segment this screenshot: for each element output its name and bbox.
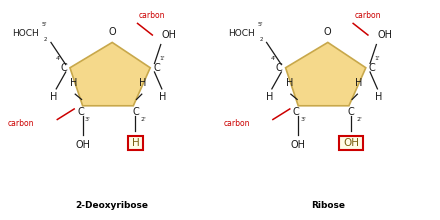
- Text: 4': 4': [271, 56, 277, 61]
- Text: O: O: [108, 27, 116, 37]
- Text: C: C: [154, 63, 160, 73]
- Text: C: C: [293, 107, 300, 117]
- Text: 1': 1': [374, 56, 380, 61]
- Text: 2': 2': [356, 117, 362, 122]
- Text: H: H: [51, 92, 58, 102]
- Text: OH: OH: [75, 139, 90, 150]
- Text: 3': 3': [85, 117, 91, 122]
- Text: Ribose: Ribose: [311, 201, 345, 209]
- Text: C: C: [275, 63, 282, 73]
- Text: 1': 1': [159, 56, 165, 61]
- Text: H: H: [266, 92, 273, 102]
- FancyBboxPatch shape: [339, 136, 363, 150]
- Text: HOCH: HOCH: [228, 29, 255, 38]
- Text: 3': 3': [301, 117, 306, 122]
- Text: H: H: [139, 78, 147, 88]
- Polygon shape: [70, 42, 150, 106]
- Text: H: H: [70, 78, 78, 88]
- Text: C: C: [132, 107, 139, 117]
- Text: carbon: carbon: [223, 119, 250, 128]
- Text: carbon: carbon: [354, 11, 381, 20]
- Text: OH: OH: [343, 138, 359, 148]
- Text: 5': 5': [257, 22, 263, 27]
- Text: OH: OH: [291, 139, 306, 150]
- FancyBboxPatch shape: [128, 136, 143, 150]
- Text: O: O: [324, 27, 332, 37]
- Text: 2: 2: [44, 37, 48, 42]
- Text: carbon: carbon: [7, 119, 34, 128]
- Text: OH: OH: [378, 30, 392, 40]
- Text: C: C: [348, 107, 354, 117]
- Text: 2': 2': [141, 117, 147, 122]
- Polygon shape: [286, 42, 366, 106]
- Text: H: H: [132, 138, 139, 148]
- Text: 2: 2: [260, 37, 263, 42]
- Text: H: H: [159, 92, 167, 102]
- Text: 4': 4': [55, 56, 61, 61]
- Text: H: H: [355, 78, 362, 88]
- Text: HOCH: HOCH: [13, 29, 39, 38]
- Text: C: C: [77, 107, 84, 117]
- Text: OH: OH: [162, 30, 177, 40]
- Text: 2-Deoxyribose: 2-Deoxyribose: [76, 201, 149, 209]
- Text: C: C: [369, 63, 376, 73]
- Text: H: H: [375, 92, 382, 102]
- Text: H: H: [286, 78, 293, 88]
- Text: 5': 5': [42, 22, 48, 27]
- Text: C: C: [60, 63, 67, 73]
- Text: carbon: carbon: [139, 11, 165, 20]
